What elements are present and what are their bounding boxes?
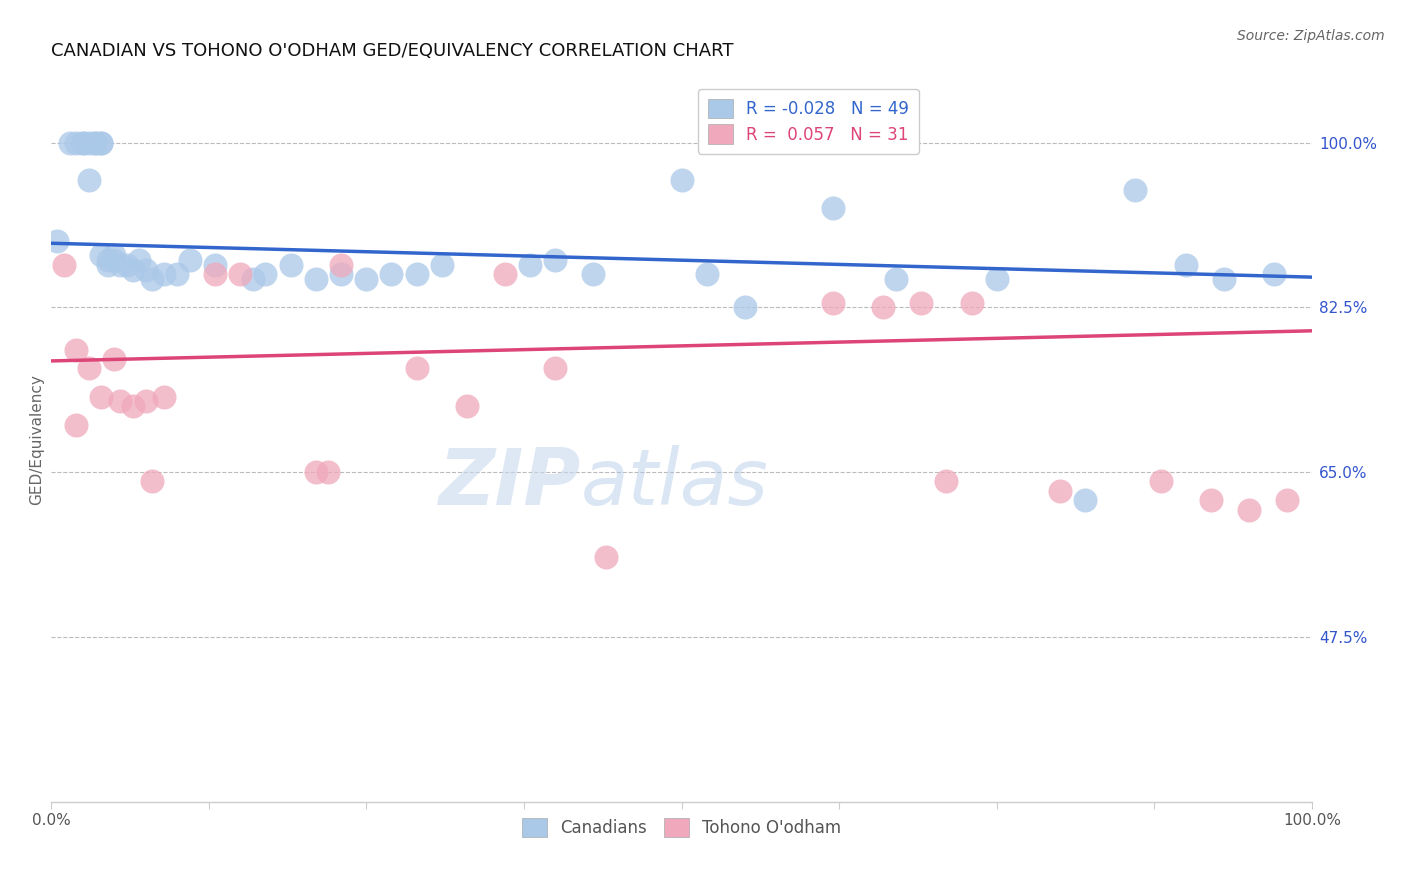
Point	[72, 136, 94, 150]
Point	[405, 361, 427, 376]
Point	[872, 300, 894, 314]
Point	[141, 475, 163, 489]
Point	[1150, 475, 1173, 489]
Point	[204, 258, 226, 272]
Point	[456, 399, 478, 413]
Point	[179, 253, 201, 268]
Point	[122, 399, 145, 413]
Text: CANADIAN VS TOHONO O'ODHAM GED/EQUIVALENCY CORRELATION CHART: CANADIAN VS TOHONO O'ODHAM GED/EQUIVALEN…	[51, 42, 734, 60]
Point	[77, 136, 100, 150]
Point	[318, 465, 340, 479]
Point	[696, 268, 718, 282]
Point	[935, 475, 957, 489]
Point	[1174, 258, 1197, 272]
Point	[97, 258, 120, 272]
Point	[380, 268, 402, 282]
Point	[84, 136, 107, 150]
Point	[1263, 268, 1285, 282]
Point	[90, 390, 112, 404]
Point	[242, 272, 264, 286]
Point	[986, 272, 1008, 286]
Text: atlas: atlas	[581, 444, 769, 521]
Y-axis label: GED/Equivalency: GED/Equivalency	[30, 374, 44, 505]
Point	[671, 173, 693, 187]
Point	[122, 262, 145, 277]
Point	[494, 268, 516, 282]
Point	[65, 343, 87, 357]
Point	[84, 136, 107, 150]
Text: Source: ZipAtlas.com: Source: ZipAtlas.com	[1237, 29, 1385, 43]
Point	[1237, 502, 1260, 516]
Point	[330, 268, 353, 282]
Point	[1049, 483, 1071, 498]
Point	[153, 390, 176, 404]
Point	[821, 295, 844, 310]
Point	[910, 295, 932, 310]
Point	[305, 465, 328, 479]
Point	[103, 352, 125, 367]
Point	[1074, 493, 1097, 508]
Point	[90, 136, 112, 150]
Point	[229, 268, 252, 282]
Point	[330, 258, 353, 272]
Point	[135, 262, 157, 277]
Point	[1199, 493, 1222, 508]
Point	[204, 268, 226, 282]
Point	[65, 136, 87, 150]
Point	[72, 136, 94, 150]
Point	[141, 272, 163, 286]
Point	[595, 549, 617, 564]
Point	[90, 248, 112, 262]
Point	[77, 173, 100, 187]
Point	[960, 295, 983, 310]
Point	[582, 268, 605, 282]
Point	[430, 258, 453, 272]
Point	[90, 136, 112, 150]
Point	[405, 268, 427, 282]
Point	[166, 268, 188, 282]
Point	[46, 235, 69, 249]
Point	[110, 394, 132, 409]
Point	[52, 258, 75, 272]
Point	[135, 394, 157, 409]
Point	[734, 300, 756, 314]
Point	[77, 361, 100, 376]
Point	[254, 268, 277, 282]
Point	[519, 258, 541, 272]
Point	[1125, 183, 1147, 197]
Point	[884, 272, 907, 286]
Legend: Canadians, Tohono O'odham: Canadians, Tohono O'odham	[515, 812, 848, 844]
Point	[354, 272, 377, 286]
Point	[103, 253, 125, 268]
Point	[1212, 272, 1234, 286]
Point	[110, 258, 132, 272]
Text: ZIP: ZIP	[439, 444, 581, 521]
Point	[1275, 493, 1298, 508]
Point	[59, 136, 82, 150]
Point	[821, 202, 844, 216]
Point	[305, 272, 328, 286]
Point	[97, 253, 120, 268]
Point	[128, 253, 150, 268]
Point	[280, 258, 302, 272]
Point	[65, 417, 87, 432]
Point	[544, 253, 567, 268]
Point	[544, 361, 567, 376]
Point	[115, 258, 138, 272]
Point	[103, 248, 125, 262]
Point	[153, 268, 176, 282]
